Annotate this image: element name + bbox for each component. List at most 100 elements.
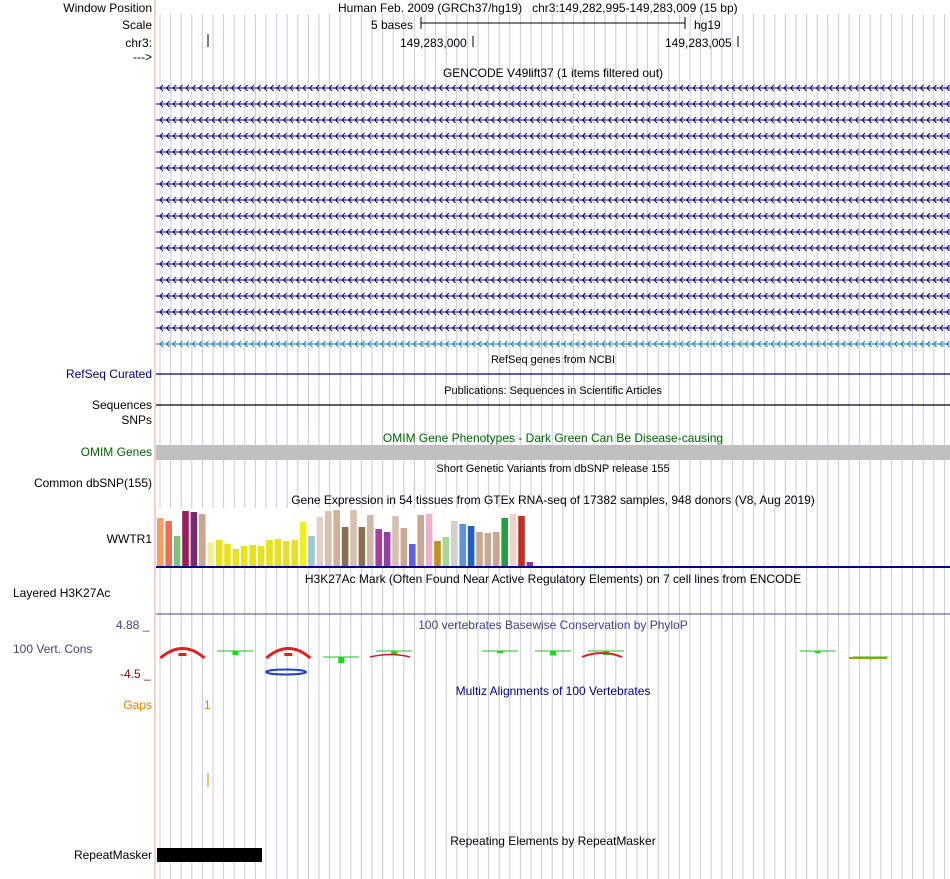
gtex-bar [190,512,198,566]
gtex-bar [417,515,424,566]
gtex-bar [249,545,256,566]
gencode-strand-arrows [159,132,950,140]
omim-bar [156,445,950,460]
gtex-bar [501,518,508,566]
gtex-bar [409,544,416,566]
gtex-bar [383,532,391,566]
gtex-bar [358,527,366,566]
dbsnp-title[interactable]: Short Genetic Variants from dbSNP releas… [436,463,670,475]
assembly-name: Human Feb. 2009 (GRCh37/hg19) [338,1,523,15]
gencode-strand-arrows [159,244,950,252]
gtex-bar [484,533,492,566]
phylop-peak [265,647,312,660]
publications-label-sequences[interactable]: Sequences [91,398,152,412]
publications-label-snps[interactable]: SNPs [121,413,152,427]
gtex-bar [434,541,441,566]
gtex-bar [526,562,534,566]
h3k27ac-title[interactable]: H3K27Ac Mark (Often Found Near Active Re… [304,572,802,586]
gencode-strand-arrows [159,212,950,220]
conservation-title[interactable]: 100 vertebrates Basewise Conservation by… [418,618,688,632]
gtex-bar [165,521,172,566]
window-position-label: Window Position [63,1,152,15]
gtex-bar [257,546,265,566]
gencode-strand-arrows [159,100,950,108]
gtex-bar [157,518,164,566]
phylop-bar [338,657,345,663]
gtex-bar [476,532,483,566]
gaps-label: Gaps [123,698,152,712]
coord-1: 149,283,000 [400,36,467,50]
phylop-peak-mark [284,653,293,656]
refseq-title[interactable]: RefSeq genes from NCBI [490,354,616,366]
gtex-bar [375,529,382,566]
gtex-bar [266,540,273,566]
phylop-bar [232,651,239,655]
refseq-label[interactable]: RefSeq Curated [65,367,152,381]
gtex-bar [291,540,298,566]
multiz-title[interactable]: Multiz Alignments of 100 Vertebrates [455,684,651,698]
gtex-bar [207,542,214,566]
gtex-label[interactable]: WWTR1 [106,532,152,546]
gtex-bar [341,527,349,566]
gencode-strand-arrows [159,228,950,236]
gencode-title[interactable]: GENCODE V49lift37 (1 items filtered out) [442,66,664,80]
gtex-bar [509,514,517,566]
repeatmasker-title[interactable]: Repeating Elements by RepeatMasker [450,834,656,848]
repeatmasker-label[interactable]: RepeatMasker [73,848,152,862]
gtex-bar [518,516,525,566]
gtex-bar [493,532,500,566]
gtex-bar [442,537,450,566]
omim-title[interactable]: OMIM Gene Phenotypes - Dark Green Can Be… [382,431,724,445]
conservation-ymax: 4.88 _ [116,618,150,632]
gencode-strand-arrows [159,340,950,348]
gtex-title[interactable]: Gene Expression in 54 tissues from GTEx … [291,493,815,507]
phylop-peak [159,647,206,660]
conservation-label[interactable]: 100 Vert. Cons [13,642,93,656]
gtex-bar [224,544,231,566]
gtex-bar [283,541,290,566]
phylop-negative-bar [849,657,887,659]
gtex-bar [232,549,240,566]
gtex-bar [459,524,466,566]
conservation-ymin: -4.5 _ [120,667,151,681]
publications-title[interactable]: Publications: Sequences in Scientific Ar… [444,385,662,397]
gtex-bar [425,514,433,566]
position-range: chr3:149,282,995-149,283,009 (15 bp) [532,1,738,15]
gencode-strand-arrows [159,324,950,332]
h3k27ac-label[interactable]: Layered H3K27Ac [13,586,111,600]
gtex-bar [325,511,332,566]
gtex-bar [316,517,324,566]
phylop-arc [369,653,411,658]
phylop-bar [497,651,504,653]
assembly-position-text: Human Feb. 2009 (GRCh37/hg19) chr3:149,2… [338,1,738,15]
gencode-strand-arrows [159,292,950,300]
gencode-strand-arrows [159,276,950,284]
gtex-bar [350,510,357,566]
gencode-strand-arrows [159,180,950,188]
phylop-peak-mark [178,653,187,656]
gtex-bar [215,540,223,566]
gtex-bar [451,521,458,566]
gtex-bar [274,539,282,566]
phylop-bar [391,651,398,655]
gencode-strand-arrows [159,196,950,204]
gencode-strand-arrows [159,164,950,172]
gap-count: 1 [204,698,211,712]
gencode-strand-arrows [159,84,950,92]
scale-label: Scale [121,18,152,32]
gtex-bar [173,536,181,566]
gtex-bar [367,515,374,566]
gtex-bar [182,511,189,566]
gencode-strand-arrows [159,116,950,124]
omim-label[interactable]: OMIM Genes [80,445,152,459]
gtex-bar [333,510,340,566]
gtex-bar [392,516,399,566]
dbsnp-label[interactable]: Common dbSNP(155) [33,476,152,490]
gtex-bar [199,514,206,566]
gtex-bar [467,526,475,566]
gtex-bar [299,522,307,566]
gtex-bar [241,546,248,566]
scale-db: hg19 [694,18,721,32]
